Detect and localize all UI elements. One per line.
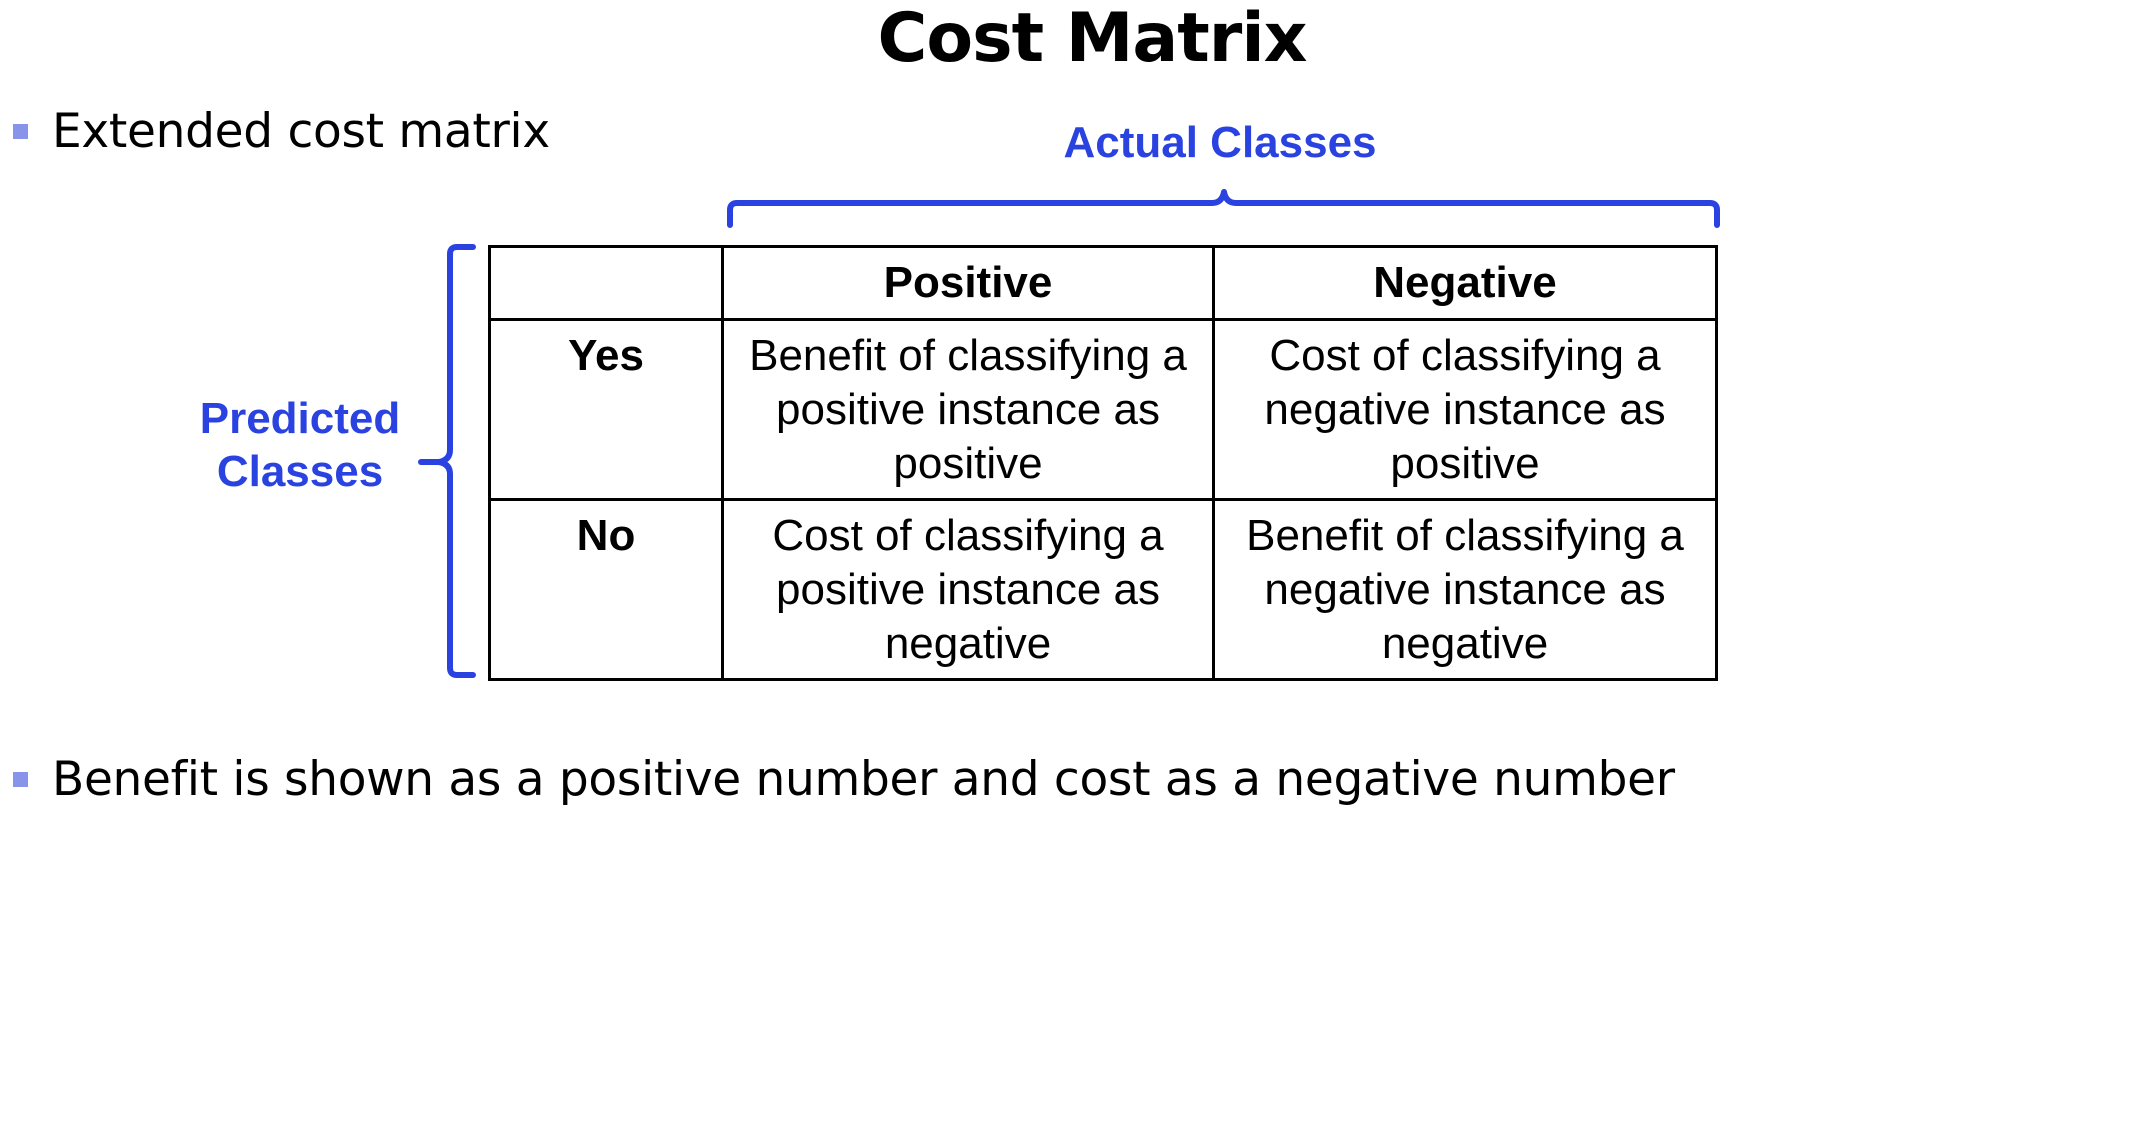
bullet-square-icon bbox=[13, 772, 28, 787]
row-header-no: No bbox=[488, 498, 724, 681]
cell-text: Cost of classifying a negative instance … bbox=[1264, 331, 1666, 488]
actual-classes-label: Actual Classes bbox=[1063, 118, 1377, 167]
bullet-text: Extended cost matrix bbox=[52, 104, 550, 159]
table-cell: Benefit of classifying a negative instan… bbox=[1212, 498, 1718, 681]
slide-title: Cost Matrix bbox=[877, 0, 1307, 78]
row-header-yes: Yes bbox=[488, 318, 724, 501]
table-row: Yes Benefit of classifying a positive in… bbox=[488, 318, 1718, 501]
table-cell: Cost of classifying a negative instance … bbox=[1212, 318, 1718, 501]
cell-text: Benefit of classifying a negative instan… bbox=[1246, 511, 1684, 668]
row-label-text: No bbox=[576, 511, 636, 560]
table-cell: Benefit of classifying a positive instan… bbox=[721, 318, 1215, 501]
bullet-item: Benefit is shown as a positive number an… bbox=[13, 756, 1675, 803]
predicted-classes-text: Predicted Classes bbox=[199, 394, 401, 496]
cost-matrix-table: Positive Negative Yes Benefit of classif… bbox=[488, 245, 1718, 681]
cell-text: Cost of classifying a positive instance … bbox=[772, 511, 1164, 668]
actual-classes-brace bbox=[727, 189, 1720, 228]
table-corner-cell bbox=[488, 245, 724, 321]
row-label-text: Yes bbox=[568, 331, 644, 380]
bullet-text: Benefit is shown as a positive number an… bbox=[52, 752, 1675, 807]
cell-text: Benefit of classifying a positive instan… bbox=[749, 331, 1187, 488]
column-header-text: Positive bbox=[883, 258, 1053, 307]
table-row: No Cost of classifying a positive instan… bbox=[488, 498, 1718, 681]
table-cell: Cost of classifying a positive instance … bbox=[721, 498, 1215, 681]
column-header-text: Negative bbox=[1373, 258, 1557, 307]
bullet-item: Extended cost matrix bbox=[13, 108, 550, 155]
bullet-square-icon bbox=[13, 124, 28, 139]
column-header-positive: Positive bbox=[721, 245, 1215, 321]
column-header-negative: Negative bbox=[1212, 245, 1718, 321]
corner-text bbox=[491, 248, 721, 256]
table-header-row: Positive Negative bbox=[488, 245, 1718, 321]
predicted-classes-label: Predicted Classes bbox=[150, 393, 450, 499]
